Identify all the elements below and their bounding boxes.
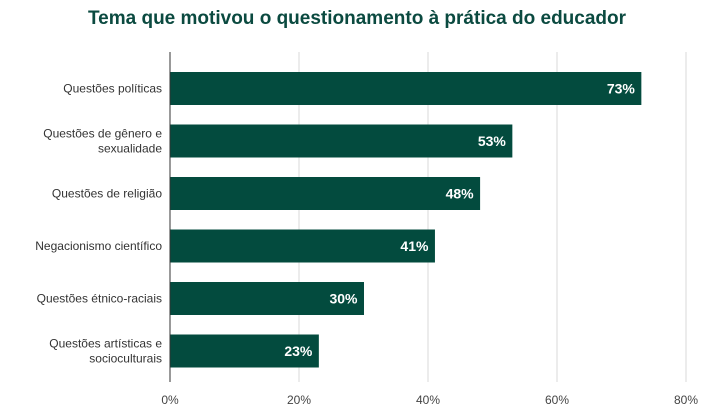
bar — [170, 72, 642, 105]
x-tick-label: 20% — [287, 393, 311, 407]
x-tick-label: 80% — [674, 393, 698, 407]
category-label: Negacionismo científico — [35, 239, 162, 253]
data-label: 41% — [400, 238, 429, 254]
data-label: 53% — [478, 133, 507, 149]
category-label: Questões de gênero e — [43, 127, 162, 141]
bar — [170, 124, 513, 158]
category-label: socioculturais — [89, 352, 162, 366]
chart-title: Tema que motivou o questionamento à prát… — [87, 8, 627, 29]
bar — [170, 177, 481, 210]
bar — [170, 282, 364, 315]
data-label: 48% — [446, 186, 475, 202]
category-label: Questões artísticas e — [49, 337, 162, 351]
x-tick-label: 40% — [416, 393, 440, 407]
data-label: 23% — [284, 343, 313, 359]
category-label: Questões étnico-raciais — [37, 292, 162, 306]
category-label: Questões políticas — [63, 82, 162, 96]
category-label: Questões de religião — [52, 187, 162, 201]
data-label: 30% — [329, 291, 358, 307]
x-tick-label: 60% — [545, 393, 569, 407]
category-label: sexualidade — [98, 142, 162, 156]
bar — [170, 229, 435, 263]
bar — [170, 334, 319, 368]
x-tick-label: 0% — [161, 393, 179, 407]
data-label: 73% — [607, 81, 636, 97]
